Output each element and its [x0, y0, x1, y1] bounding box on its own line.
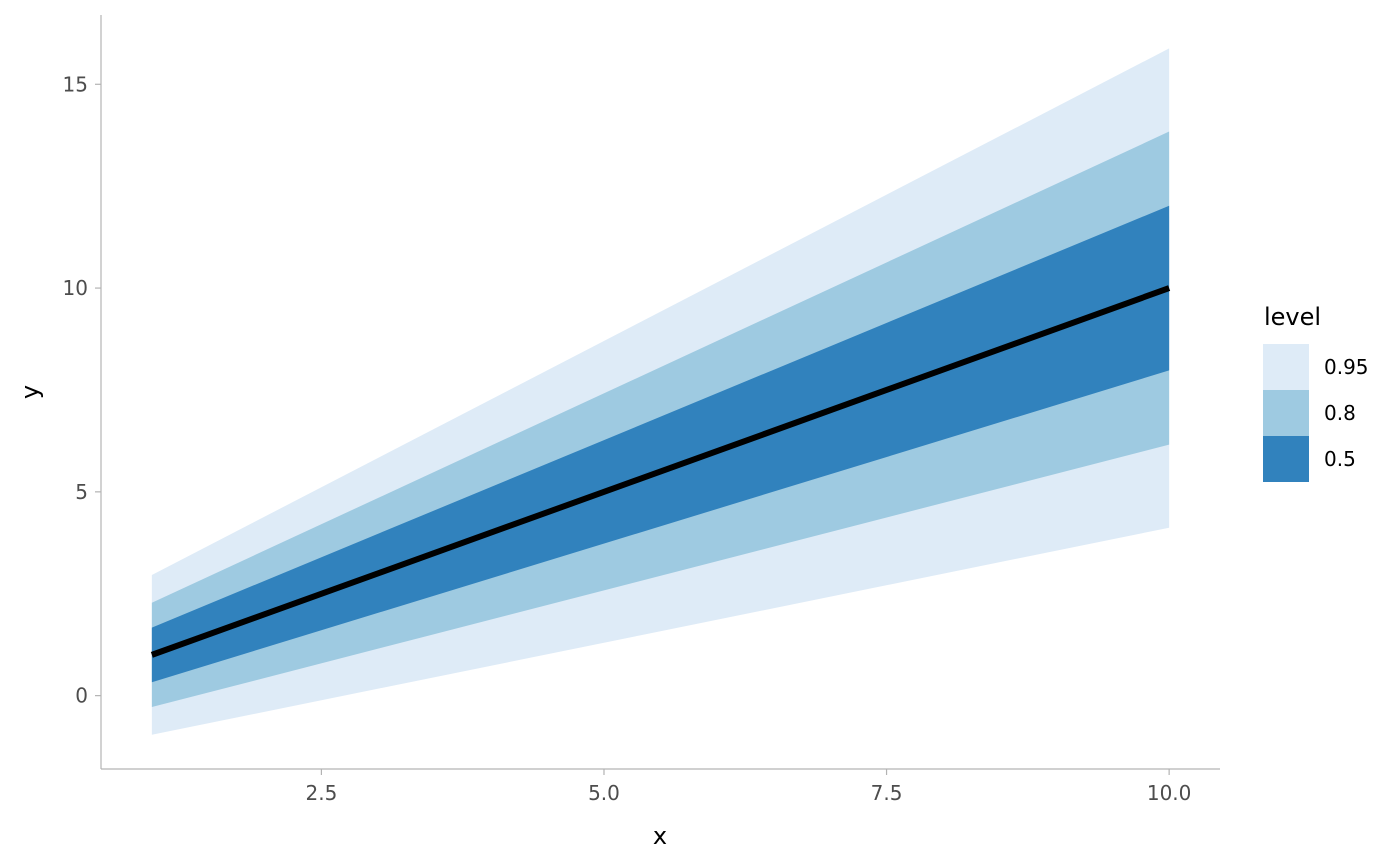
y-tick-label: 15 [63, 72, 88, 96]
legend-label: 0.8 [1324, 401, 1356, 425]
median-line [150, 285, 1171, 658]
y-tick-label: 5 [75, 480, 88, 504]
y-axis-title: y [16, 385, 44, 399]
legend-entries: 0.95 0.8 0.5 [1263, 344, 1369, 482]
x-tick-label: 10.0 [1147, 781, 1192, 805]
y-tick-label: 10 [63, 276, 88, 300]
x-tick-label: 5.0 [588, 781, 620, 805]
legend-label: 0.5 [1324, 447, 1356, 471]
legend-label: 0.95 [1324, 355, 1369, 379]
x-tick-label: 7.5 [871, 781, 903, 805]
line-layer [150, 285, 1171, 658]
axes-layer [100, 15, 1220, 770]
legend: level 0.95 0.8 0.5 [1263, 303, 1369, 482]
legend-key-0_5 [1263, 436, 1309, 482]
ticks-layer: 2.5 5.0 7.5 10.0 0 5 10 15 [63, 72, 1192, 805]
y-tick-label: 0 [75, 684, 88, 708]
legend-title: level [1264, 303, 1321, 331]
x-axis-title: x [653, 822, 667, 850]
legend-key-0_8 [1263, 390, 1309, 436]
bands-layer [151, 48, 1170, 735]
legend-key-0_95 [1263, 344, 1309, 390]
x-tick-label: 2.5 [306, 781, 338, 805]
